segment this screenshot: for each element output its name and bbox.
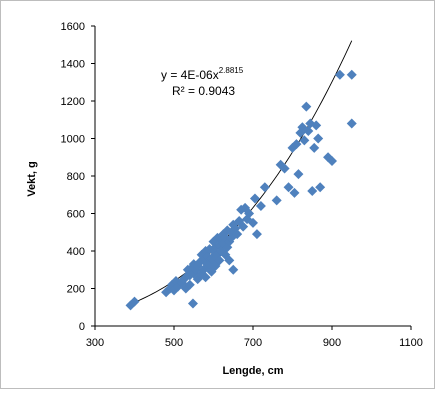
data-point bbox=[311, 120, 322, 131]
data-point bbox=[307, 186, 318, 196]
data-point bbox=[291, 139, 302, 150]
y-tick-label: 0 bbox=[79, 321, 85, 333]
data-point bbox=[293, 169, 304, 180]
data-point bbox=[271, 195, 282, 206]
x-axis-ticks: 300 500 700 900 1100 bbox=[86, 326, 423, 349]
data-point bbox=[224, 255, 235, 266]
y-tick-label: 800 bbox=[67, 171, 85, 183]
data-point bbox=[303, 126, 314, 136]
x-tick-label: 300 bbox=[86, 337, 104, 349]
data-point bbox=[184, 279, 195, 290]
y-tick-label: 1600 bbox=[61, 21, 85, 33]
x-tick-label: 700 bbox=[244, 337, 262, 349]
data-point bbox=[346, 69, 357, 80]
data-point bbox=[200, 272, 211, 283]
data-point bbox=[309, 142, 320, 153]
data-point bbox=[251, 229, 262, 240]
x-tick-label: 500 bbox=[165, 337, 183, 349]
data-point bbox=[315, 182, 326, 193]
y-axis-ticks: 0 200 400 600 800 1000 1200 1400 1600 bbox=[61, 21, 95, 333]
y-tick-label: 1200 bbox=[61, 96, 85, 108]
y-tick-label: 600 bbox=[67, 209, 85, 221]
data-point bbox=[279, 163, 290, 174]
x-tick-label: 900 bbox=[323, 337, 341, 349]
data-point bbox=[289, 187, 300, 198]
data-point bbox=[228, 264, 239, 275]
data-point bbox=[232, 229, 243, 240]
data-point bbox=[301, 101, 312, 112]
data-point bbox=[334, 69, 345, 80]
r-squared-label: R² = 0.9043 bbox=[172, 84, 235, 98]
y-tick-label: 400 bbox=[67, 246, 85, 258]
data-point bbox=[299, 135, 310, 146]
data-point bbox=[346, 118, 357, 129]
y-tick-label: 200 bbox=[67, 284, 85, 296]
equation-exponent: 2.8815 bbox=[219, 66, 244, 75]
y-tick-label: 1400 bbox=[61, 59, 85, 71]
data-point bbox=[313, 133, 324, 144]
data-point bbox=[255, 201, 266, 211]
data-point bbox=[327, 156, 337, 166]
data-point bbox=[248, 217, 258, 228]
data-points bbox=[125, 69, 357, 311]
data-point bbox=[187, 298, 198, 309]
data-point bbox=[214, 255, 225, 266]
trendline-equation: y = 4E-06x2.8815 bbox=[161, 66, 244, 82]
data-point bbox=[283, 182, 294, 193]
data-point bbox=[249, 193, 260, 204]
x-tick-label: 1100 bbox=[399, 337, 423, 349]
y-tick-label: 1000 bbox=[61, 134, 85, 146]
equation-base: y = 4E-06x bbox=[161, 68, 219, 82]
y-axis-title: Vekt, g bbox=[26, 161, 38, 196]
data-point bbox=[129, 296, 140, 307]
data-point bbox=[238, 221, 249, 232]
x-axis-title: Lengde, cm bbox=[222, 365, 283, 377]
data-point bbox=[244, 208, 255, 219]
data-point bbox=[259, 182, 270, 193]
